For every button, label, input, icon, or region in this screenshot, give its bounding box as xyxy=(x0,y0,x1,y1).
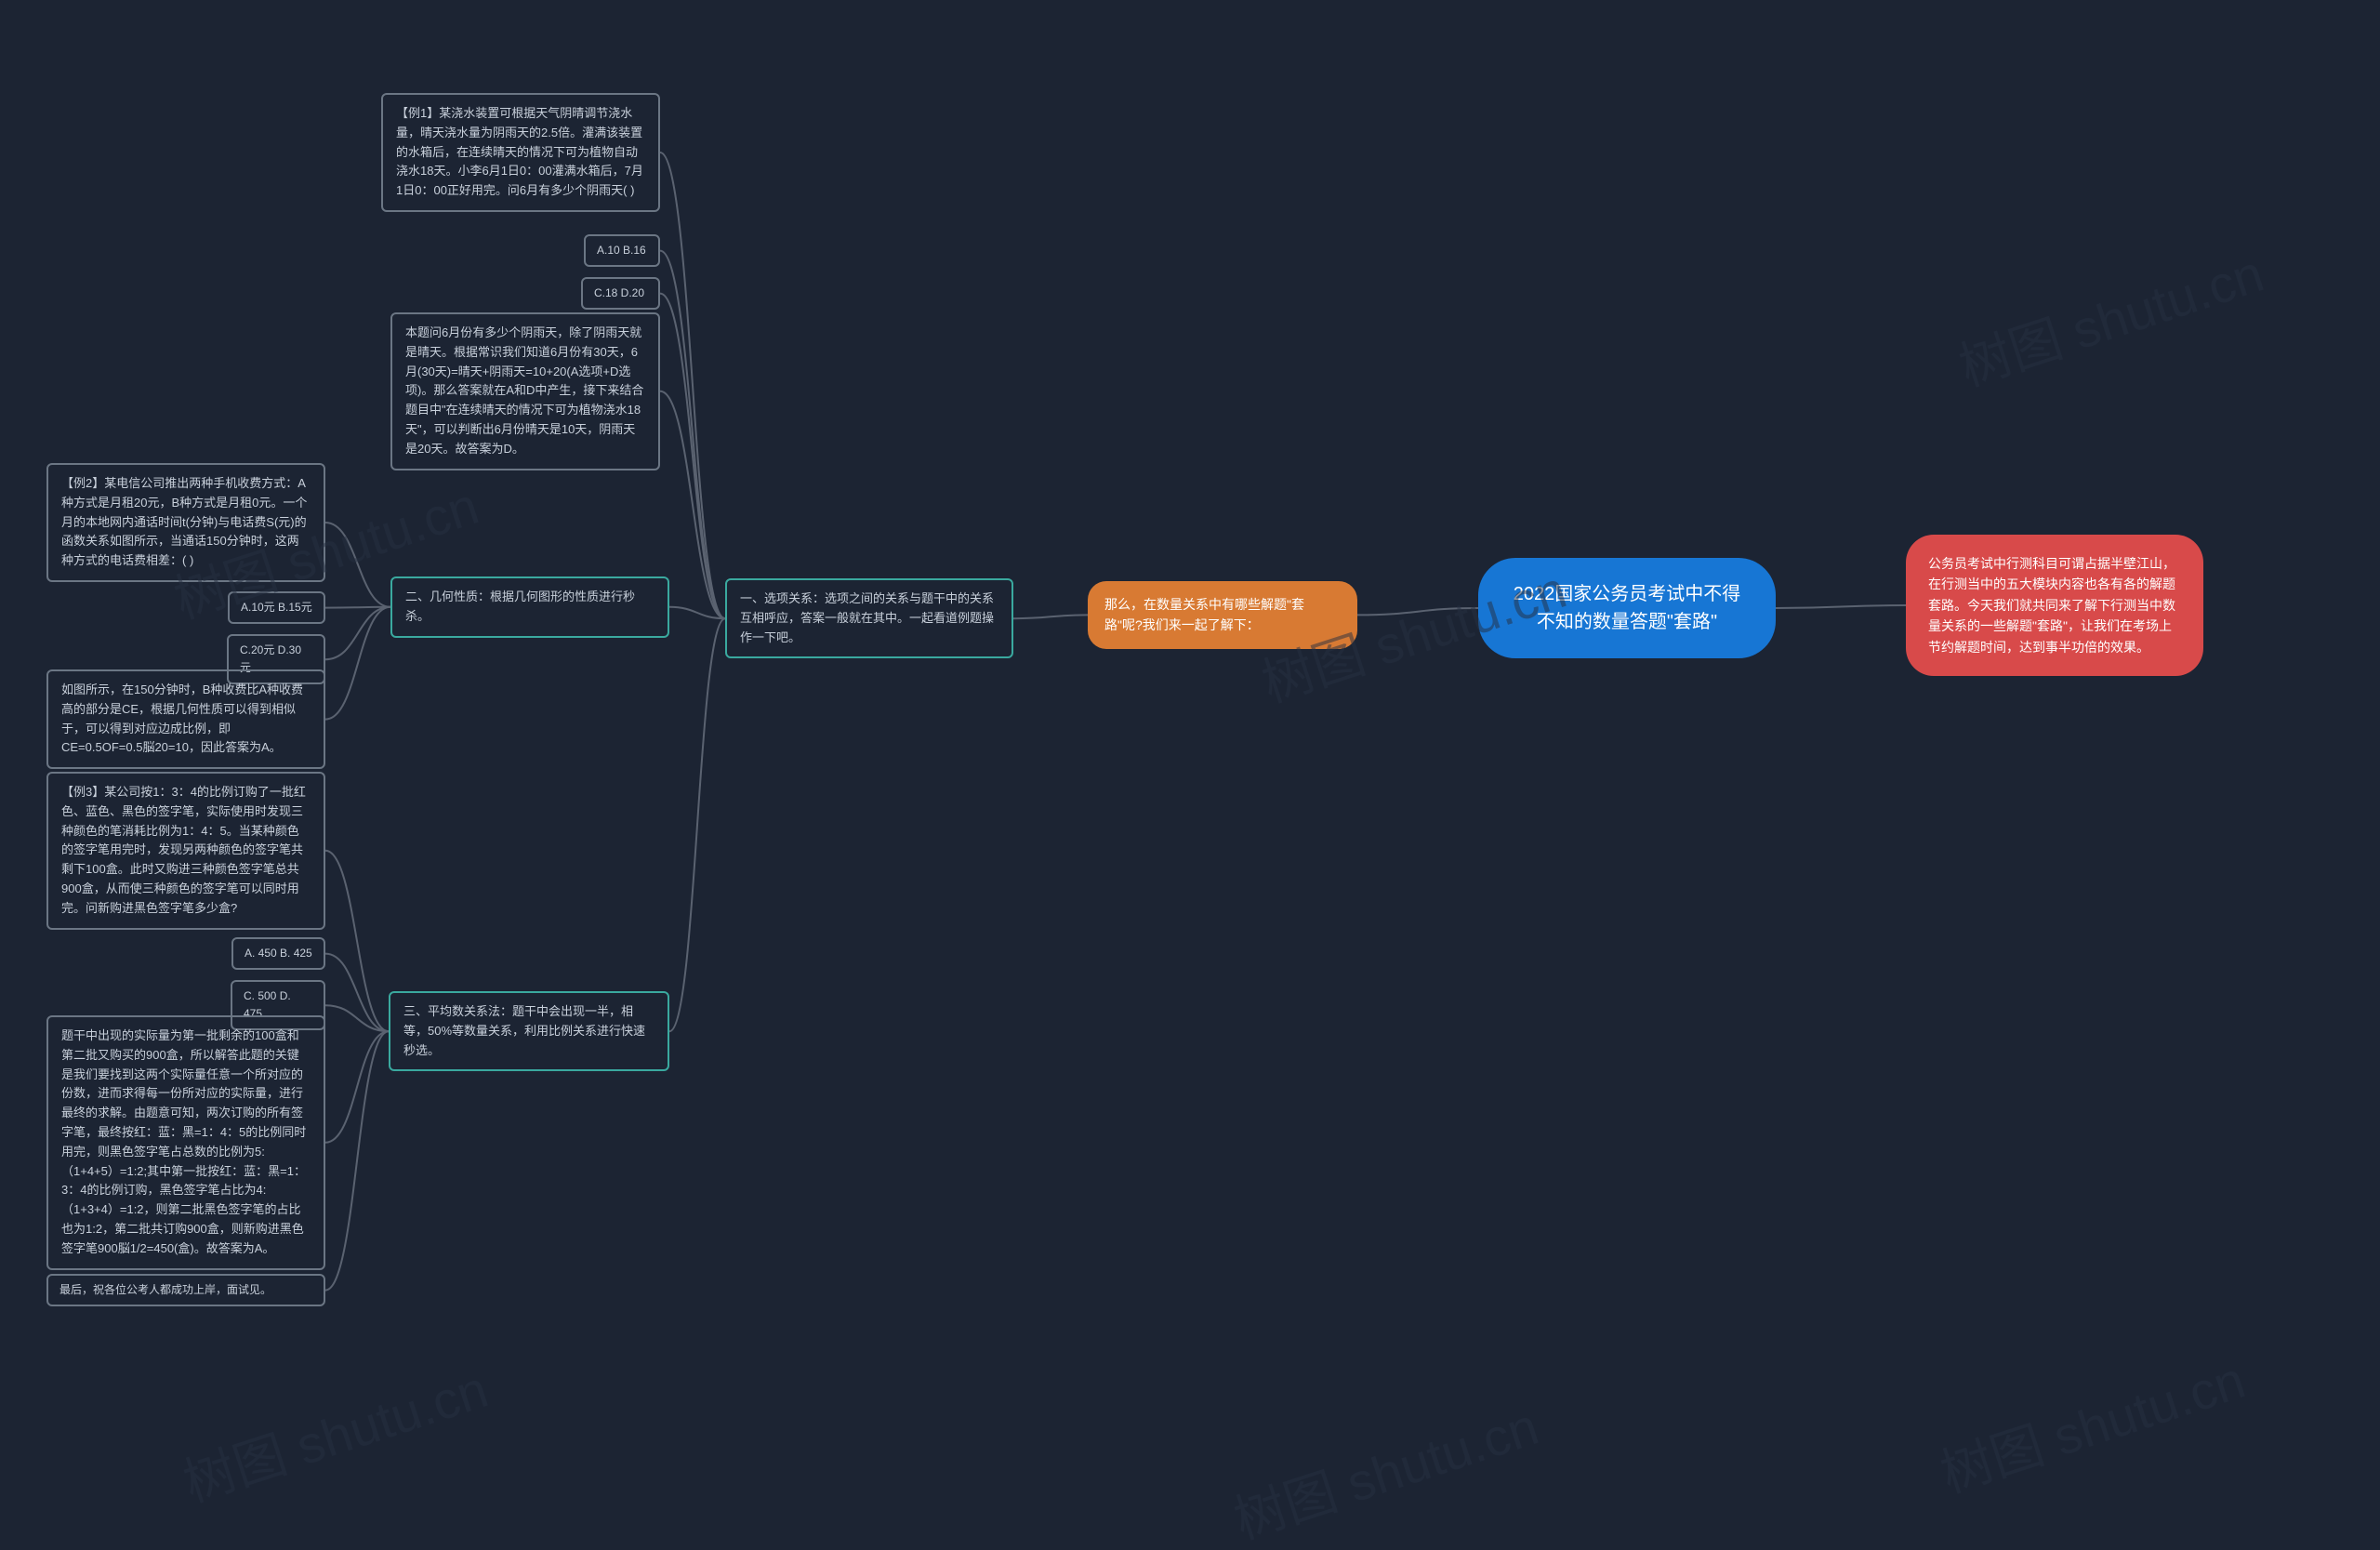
node-sec3[interactable]: 三、平均数关系法：题干中会出现一半，相等，50%等数量关系，利用比例关系进行快速… xyxy=(389,991,669,1071)
node-text: 三、平均数关系法：题干中会出现一半，相等，50%等数量关系，利用比例关系进行快速… xyxy=(403,1004,645,1057)
node-text: C.18 D.20 xyxy=(594,286,644,299)
connector xyxy=(1357,608,1478,615)
watermark: 树图 shutu.cn xyxy=(1223,1385,1547,1550)
connector xyxy=(325,851,389,1031)
node-text: 一、选项关系：选项之间的关系与题干中的关系互相呼应，答案一般就在其中。一起看道例… xyxy=(740,591,994,644)
node-ex2_ans[interactable]: 如图所示，在150分钟时，B种收费比A种收费高的部分是CE，根据几何性质可以得到… xyxy=(46,669,325,769)
connector xyxy=(1776,605,1906,608)
node-text: 如图所示，在150分钟时，B种收费比A种收费高的部分是CE，根据几何性质可以得到… xyxy=(61,682,303,754)
node-text: 公务员考试中行测科目可谓占据半壁江山，在行测当中的五大模块内容也各有各的解题套路… xyxy=(1928,556,2175,655)
node-ex1_opt1[interactable]: A.10 B.16 xyxy=(584,234,660,267)
connector xyxy=(669,618,725,1031)
connector xyxy=(325,1031,389,1290)
node-ex2_q[interactable]: 【例2】某电信公司推出两种手机收费方式：A种方式是月租20元，B种方式是月租0元… xyxy=(46,463,325,582)
node-root[interactable]: 2022国家公务员考试中不得不知的数量答题"套路" xyxy=(1478,558,1776,658)
watermark: 树图 shutu.cn xyxy=(1949,232,2272,402)
node-ex3_ans[interactable]: 题干中出现的实际量为第一批剩余的100盒和第二批又购买的900盒，所以解答此题的… xyxy=(46,1015,325,1270)
node-outro[interactable]: 最后，祝各位公考人都成功上岸，面试见。 xyxy=(46,1274,325,1306)
connector xyxy=(660,152,725,618)
connector xyxy=(325,607,390,659)
connector xyxy=(325,607,390,720)
node-ex1_opt2[interactable]: C.18 D.20 xyxy=(581,277,660,310)
node-ex2_opt1[interactable]: A.10元 B.15元 xyxy=(228,591,325,624)
node-text: 二、几何性质：根据几何图形的性质进行秒杀。 xyxy=(405,590,635,623)
connector xyxy=(325,607,390,608)
node-text: 本题问6月份有多少个阴雨天，除了阴雨天就是晴天。根据常识我们知道6月份有30天，… xyxy=(405,325,643,456)
node-intro_right[interactable]: 公务员考试中行测科目可谓占据半壁江山，在行测当中的五大模块内容也各有各的解题套路… xyxy=(1906,535,2203,676)
node-text: 最后，祝各位公考人都成功上岸，面试见。 xyxy=(60,1283,271,1296)
watermark: 树图 shutu.cn xyxy=(1930,1339,2254,1508)
node-ex3_opt1[interactable]: A. 450 B. 425 xyxy=(231,937,325,970)
connector xyxy=(325,954,389,1032)
connector xyxy=(660,391,725,618)
node-ex3_q[interactable]: 【例3】某公司按1：3：4的比例订购了一批红色、蓝色、黑色的签字笔，实际使用时发… xyxy=(46,772,325,930)
connector xyxy=(325,1005,389,1031)
node-sec2[interactable]: 二、几何性质：根据几何图形的性质进行秒杀。 xyxy=(390,576,669,638)
node-text: 2022国家公务员考试中不得不知的数量答题"套路" xyxy=(1514,584,1741,632)
node-text: 【例1】某浇水装置可根据天气阴晴调节浇水量，晴天浇水量为阴雨天的2.5倍。灌满该… xyxy=(396,106,643,197)
node-text: A.10 B.16 xyxy=(597,244,646,257)
node-ex1_q[interactable]: 【例1】某浇水装置可根据天气阴晴调节浇水量，晴天浇水量为阴雨天的2.5倍。灌满该… xyxy=(381,93,660,212)
node-ex1_ans[interactable]: 本题问6月份有多少个阴雨天，除了阴雨天就是晴天。根据常识我们知道6月份有30天，… xyxy=(390,312,660,470)
connector-layer xyxy=(0,0,2380,1550)
node-text: 那么，在数量关系中有哪些解题"套路"呢?我们来一起了解下： xyxy=(1104,597,1304,632)
connector xyxy=(325,1031,389,1143)
connector xyxy=(1013,615,1088,618)
node-sec1[interactable]: 一、选项关系：选项之间的关系与题干中的关系互相呼应，答案一般就在其中。一起看道例… xyxy=(725,578,1013,658)
node-text: 题干中出现的实际量为第一批剩余的100盒和第二批又购买的900盒，所以解答此题的… xyxy=(61,1028,306,1255)
node-text: 【例2】某电信公司推出两种手机收费方式：A种方式是月租20元，B种方式是月租0元… xyxy=(61,476,307,567)
connector xyxy=(669,607,725,618)
connector xyxy=(660,251,725,619)
watermark: 树图 shutu.cn xyxy=(173,1348,496,1517)
node-question[interactable]: 那么，在数量关系中有哪些解题"套路"呢?我们来一起了解下： xyxy=(1088,581,1357,649)
node-text: A.10元 B.15元 xyxy=(241,601,312,614)
node-text: A. 450 B. 425 xyxy=(245,947,312,960)
node-text: 【例3】某公司按1：3：4的比例订购了一批红色、蓝色、黑色的签字笔，实际使用时发… xyxy=(61,785,306,915)
connector xyxy=(660,294,725,619)
connector xyxy=(325,523,390,607)
